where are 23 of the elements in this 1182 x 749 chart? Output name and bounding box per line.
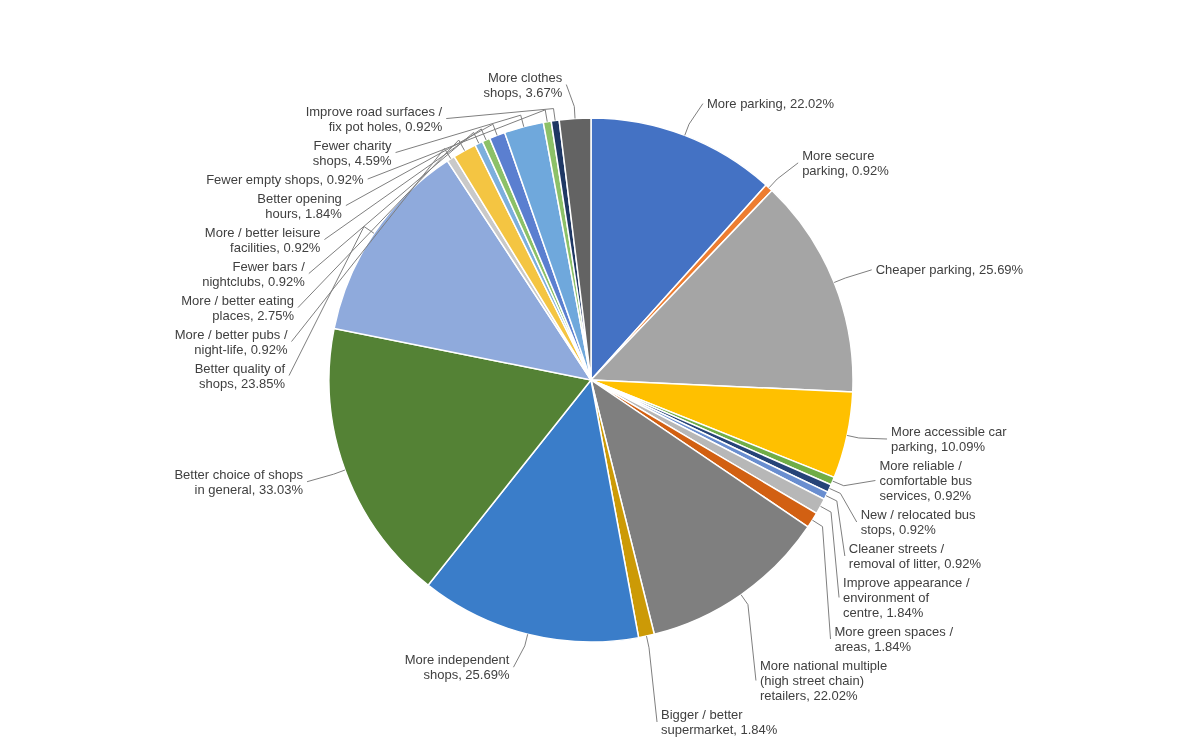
slice-label: More accessible car parking, 10.09% — [891, 424, 1008, 454]
slice-label: Cheaper parking, 25.69% — [875, 262, 1024, 278]
slice-label: More / better leisure facilities, 0.92% — [204, 224, 321, 255]
slice-label: Better opening hours, 1.84% — [257, 190, 343, 221]
slice-label: Improve road surfaces / fix pot holes, 0.92% — [305, 103, 443, 134]
slice-label: Fewer empty shops, 0.92% — [206, 171, 365, 187]
slice-label: More independent shops, 25.69% — [404, 652, 510, 683]
slice-label: Bigger / better supermarket, 1.84% — [661, 707, 778, 737]
slice-label: Fewer bars / nightclubs, 0.92% — [202, 258, 306, 289]
slice-label: Better choice of shops in general, 33.03% — [174, 466, 304, 497]
slice-label: Fewer charity shops, 4.59% — [312, 137, 393, 168]
slice-label: Better quality of shops, 23.85% — [194, 360, 286, 391]
slice-label: More clothes shops, 3.67% — [483, 69, 563, 100]
slice-label: More / better pubs / night-life, 0.92% — [174, 326, 288, 357]
slice-label: More reliable / comfortable bus services, 0.92% — [879, 458, 973, 503]
slice-label: New / relocated bus stops, 0.92% — [860, 507, 977, 537]
slice-label: More green spaces / areas, 1.84% — [834, 624, 954, 654]
slice-label: Cleaner streets / removal of litter, 0.92% — [848, 541, 982, 571]
slice-label: Improve appearance / environment of centre, 1.84% — [843, 575, 970, 620]
slice-label: More national multiple (high street chain) retailers, 22.02% — [759, 658, 888, 703]
slice-label: More / better eating places, 2.75% — [181, 292, 295, 323]
slice-label: More parking, 22.02% — [706, 96, 835, 112]
slice-label: More secure parking, 0.92% — [802, 147, 890, 178]
